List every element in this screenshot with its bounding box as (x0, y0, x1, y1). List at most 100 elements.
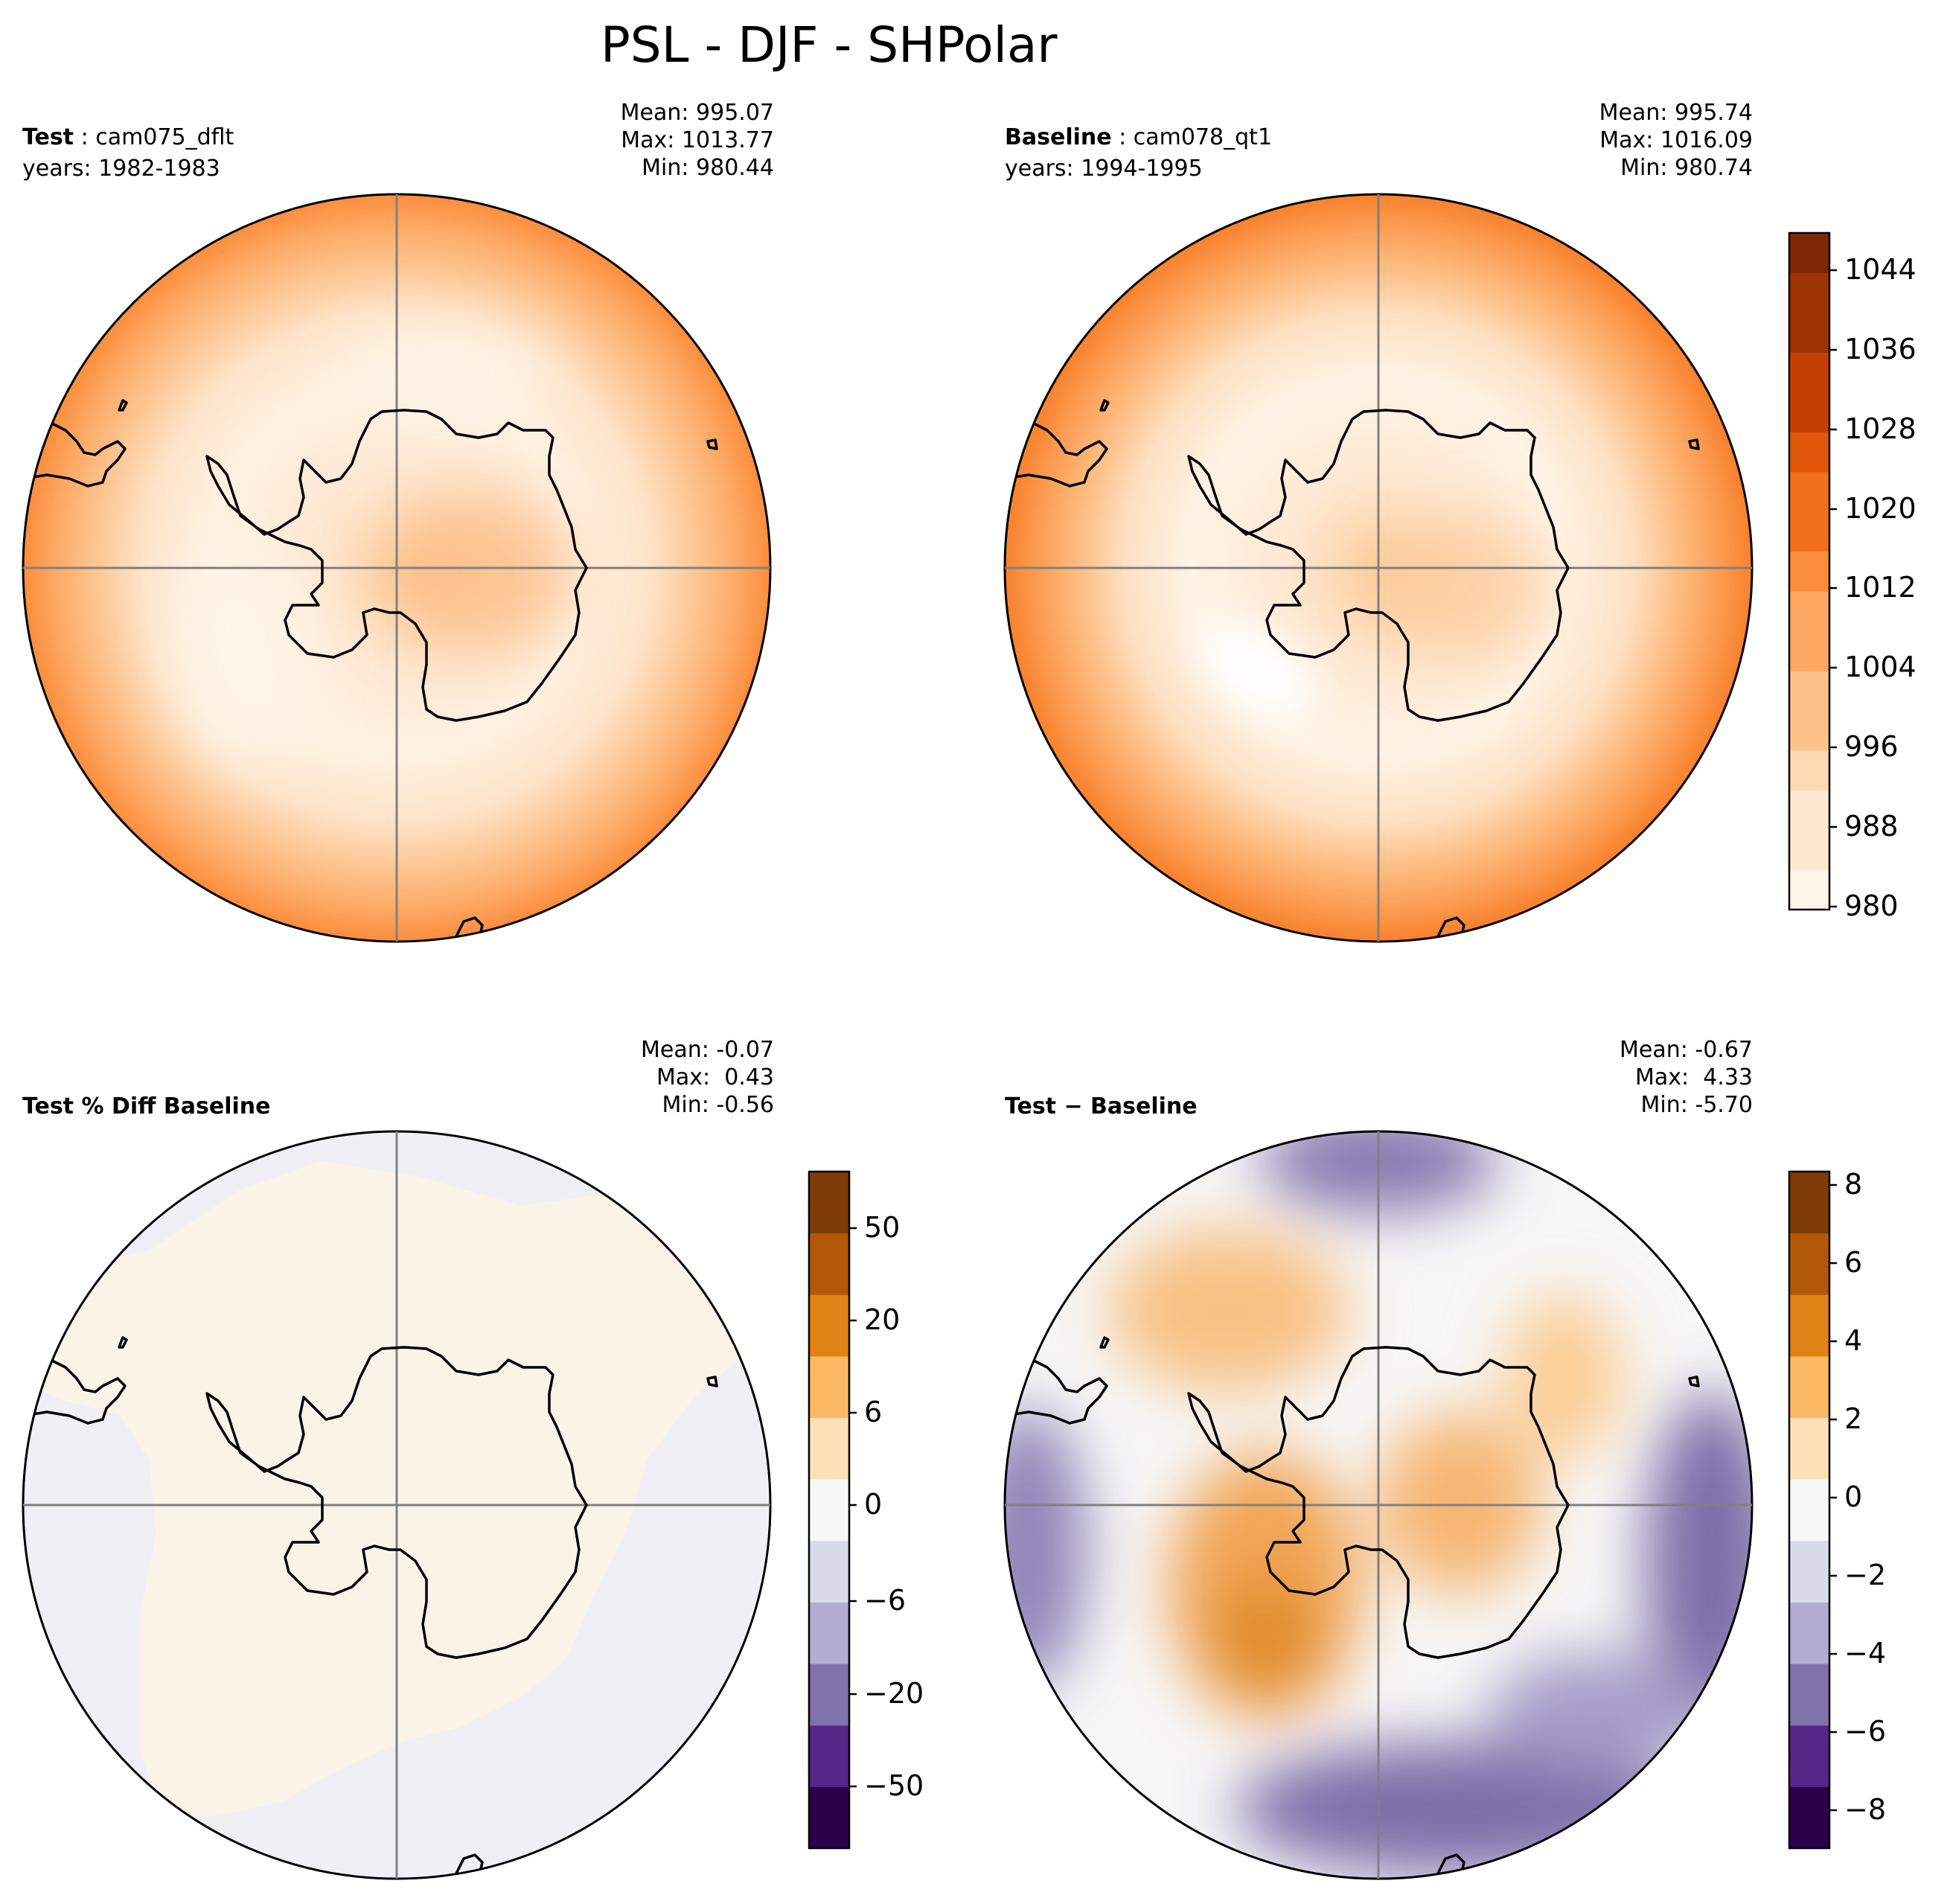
diff-colorbar-tick-label: 2 (1844, 1402, 1863, 1435)
diff-colorbar-segment (1789, 1786, 1829, 1818)
diff-colorbar-segment (1789, 1725, 1829, 1757)
diff-colorbar-segment (1789, 1817, 1829, 1849)
baseline-label-bold: Baseline (1005, 124, 1112, 150)
test-new-zealand-coastline (455, 916, 484, 942)
pct-colorbar-segment (809, 1448, 849, 1480)
diff-colorbar-segment (1789, 1355, 1829, 1387)
diff-max: Max: 4.33 (1635, 1064, 1753, 1090)
pct-diff-max: Max: 0.43 (656, 1064, 774, 1090)
pct-diff-positive-region (30, 1161, 744, 1816)
psl-colorbar-tick-label: 996 (1844, 730, 1899, 763)
pct-colorbar (808, 1170, 857, 1850)
diff-colorbar-tick-label: −8 (1844, 1793, 1887, 1826)
diff-colorbar-segment (1789, 1694, 1829, 1726)
pct-colorbar-segment (809, 1263, 849, 1295)
pct-colorbar-segment (809, 1325, 849, 1357)
pct-colorbar-tick-label: 50 (864, 1211, 901, 1244)
psl-colorbar-border (1788, 231, 1831, 911)
diff-south-america-coastline (1005, 1358, 1108, 1425)
diff-map (1003, 1130, 1754, 1880)
diff-antarctica-coastline (1187, 1346, 1570, 1659)
psl-colorbar-segment (1789, 790, 1829, 831)
psl-colorbar-segment (1789, 432, 1829, 473)
diff-colorbar-segment (1789, 1417, 1829, 1449)
diff-colorbar-segment (1789, 1202, 1829, 1234)
pct-colorbar-segment (809, 1725, 849, 1757)
baseline-antarctica-coastline (1187, 409, 1570, 722)
baseline-island-coastline (1688, 438, 1700, 450)
diff-colorbar-tick-label: 4 (1844, 1324, 1863, 1357)
test-panel-label: Test : cam075_dflt (22, 127, 234, 149)
diff-colorbar-border (1788, 1170, 1831, 1850)
psl-colorbar-tick-label: 1004 (1844, 651, 1917, 683)
baseline-panel-label: Baseline : cam078_qt1 (1005, 127, 1272, 149)
diff-colorbar-tick-label: 6 (1844, 1246, 1863, 1279)
psl-colorbar-segment (1789, 471, 1829, 512)
diff-colorbar-tick-label: −4 (1844, 1637, 1887, 1670)
pct-diff-island-coastline (706, 1376, 718, 1387)
test-overlays (23, 194, 770, 942)
psl-colorbar-segment (1789, 750, 1829, 791)
pct-colorbar-border (808, 1170, 851, 1850)
psl-colorbar-tick-label: 1044 (1844, 253, 1917, 286)
pct-colorbar-segment (809, 1694, 849, 1726)
pct-diff-new-zealand-coastline (455, 1853, 484, 1879)
test-antarctica-coastline (205, 409, 588, 722)
psl-colorbar-segment (1789, 630, 1829, 671)
psl-colorbar-segment (1789, 392, 1829, 432)
figure-title: PSL - DJF - SHPolar (601, 16, 1058, 74)
diff-colorbar (1788, 1170, 1837, 1850)
diff-colorbar-segment (1789, 1479, 1829, 1510)
pct-colorbar-segment (809, 1571, 849, 1603)
diff-colorbar-segment (1789, 1571, 1829, 1603)
diff-colorbar-segment (1789, 1632, 1829, 1664)
diff-colorbar-segment (1789, 1510, 1829, 1542)
psl-colorbar-tick-label: 980 (1844, 889, 1899, 922)
test-max: Max: 1013.77 (621, 127, 774, 153)
test-label-bold: Test (22, 124, 74, 150)
psl-colorbar-tick-label: 988 (1844, 810, 1899, 843)
diff-colorbar-segment (1789, 1756, 1829, 1787)
diff-colorbar-tick-label: −6 (1844, 1715, 1887, 1748)
baseline-mean: Mean: 995.74 (1599, 100, 1753, 126)
pct-colorbar-segment (809, 1294, 849, 1326)
diff-colorbar-segment (1789, 1540, 1829, 1572)
test-falkland-coastline (118, 399, 128, 412)
pct-diff-panel-label: Test % Diff Baseline (22, 1093, 271, 1119)
psl-colorbar-segment (1789, 312, 1829, 353)
pct-colorbar-tick-label: −50 (864, 1769, 924, 1802)
diff-colorbar-segment (1789, 1233, 1829, 1265)
pct-colorbar-tick-label: 0 (864, 1488, 883, 1521)
baseline-stats: Mean: 995.74 Max: 1016.09 Min: 980.74 (1599, 99, 1753, 182)
diff-new-zealand-coastline (1436, 1853, 1465, 1879)
pct-diff-falkland-coastline (118, 1336, 128, 1349)
baseline-new-zealand-coastline (1436, 916, 1465, 942)
diff-colorbar-tick-label: 8 (1844, 1168, 1863, 1201)
pct-diff-stats: Mean: -0.07 Max: 0.43 Min: -0.56 (641, 1036, 774, 1119)
pct-colorbar-tick-label: 20 (864, 1303, 901, 1336)
psl-colorbar-segment (1789, 551, 1829, 592)
diff-min: Min: -5.70 (1640, 1092, 1754, 1118)
test-years: years: 1982-1983 (22, 156, 220, 182)
pct-colorbar-segment (809, 1786, 849, 1818)
pct-colorbar-segment (809, 1355, 849, 1387)
psl-colorbar-segment (1789, 233, 1829, 273)
diff-colorbar-segment (1789, 1172, 1829, 1203)
psl-colorbar-tick-label: 1028 (1844, 412, 1917, 445)
psl-colorbar-tick-label: 1036 (1844, 333, 1917, 365)
psl-colorbar-segment (1789, 710, 1829, 751)
pct-colorbar-segment (809, 1479, 849, 1510)
diff-panel-label: Test − Baseline (1005, 1093, 1198, 1119)
psl-colorbar-segment (1789, 352, 1829, 393)
diff-colorbar-segment (1789, 1263, 1829, 1295)
diff-overlays (1005, 1131, 1752, 1879)
pct-colorbar-tick-label: −6 (864, 1584, 907, 1617)
psl-colorbar-segment (1789, 869, 1829, 910)
pct-colorbar-segment (809, 1417, 849, 1449)
pct-colorbar-segment (809, 1233, 849, 1265)
test-label-rest: : cam075_dflt (74, 124, 234, 150)
diff-colorbar-tick-label: −2 (1844, 1559, 1887, 1591)
test-mean: Mean: 995.07 (620, 100, 774, 126)
baseline-label-rest: : cam078_qt1 (1111, 124, 1273, 150)
baseline-falkland-coastline (1099, 399, 1110, 412)
